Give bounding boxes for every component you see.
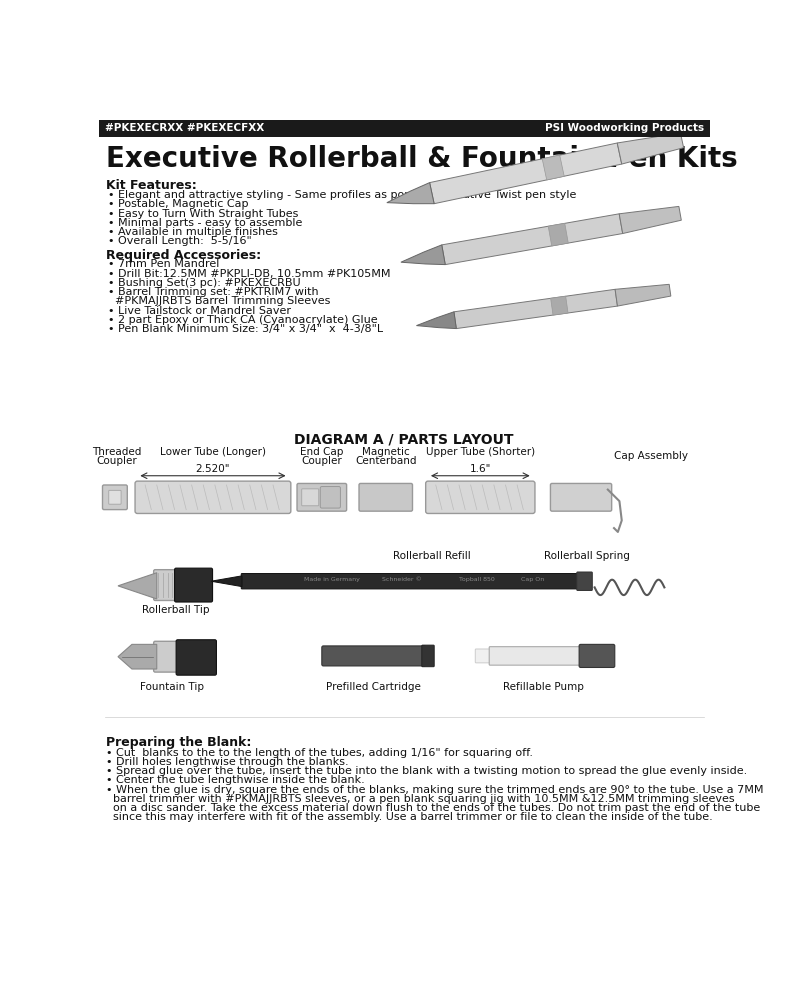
Text: • 2 part Epoxy or Thick CA (Cyanoacrylate) Glue: • 2 part Epoxy or Thick CA (Cyanoacrylat… [108,315,378,325]
Text: Prefilled Cartridge: Prefilled Cartridge [327,682,421,692]
Text: Made in Germany: Made in Germany [304,577,360,582]
Text: • Bushing Set(3 pc): #PKEXECRBU: • Bushing Set(3 pc): #PKEXECRBU [108,278,301,288]
Text: since this may interfere with fit of the assembly. Use a barrel trimmer or file : since this may interfere with fit of the… [107,812,713,822]
Text: • Easy to Turn With Straight Tubes: • Easy to Turn With Straight Tubes [108,209,298,219]
Polygon shape [617,133,683,164]
FancyBboxPatch shape [103,485,127,510]
Bar [99,120,710,137]
Text: Rollerball Spring: Rollerball Spring [544,551,630,561]
Text: Schneider ©: Schneider © [382,577,421,582]
FancyBboxPatch shape [489,647,584,665]
Text: #PKEXECRXX #PKEXECFXX: #PKEXECRXX #PKEXECFXX [105,123,264,133]
FancyBboxPatch shape [135,481,291,513]
Text: Upper Tube (Shorter): Upper Tube (Shorter) [426,447,535,457]
FancyBboxPatch shape [109,490,121,504]
Text: • When the glue is dry, square the ends of the blanks, making sure the trimmed e: • When the glue is dry, square the ends … [107,785,764,795]
Text: Kit Features:: Kit Features: [107,179,197,192]
Text: • Drill Bit:12.5MM #PKPLI-DB, 10.5mm #PK105MM: • Drill Bit:12.5MM #PKPLI-DB, 10.5mm #PK… [108,269,391,279]
Text: • Cut  blanks to the to the length of the tubes, adding 1/16" for squaring off.: • Cut blanks to the to the length of the… [107,748,533,758]
Polygon shape [417,312,456,329]
Text: • Available in multiple finishes: • Available in multiple finishes [108,227,278,237]
FancyBboxPatch shape [241,574,580,589]
Text: Coupler: Coupler [97,456,137,466]
Text: Cap On: Cap On [521,577,544,582]
Text: Lower Tube (Longer): Lower Tube (Longer) [160,447,266,457]
Text: Topball 850: Topball 850 [459,577,495,582]
FancyBboxPatch shape [154,570,196,600]
Polygon shape [118,573,157,599]
FancyBboxPatch shape [320,487,340,508]
FancyBboxPatch shape [422,645,434,667]
Polygon shape [401,245,445,265]
Text: barrel trimmer with #PKMAJJRBTS sleeves, or a pen blank squaring jig with 10.5MM: barrel trimmer with #PKMAJJRBTS sleeves,… [107,794,735,804]
Text: Threaded: Threaded [92,447,142,457]
Text: Refillable Pump: Refillable Pump [503,682,585,692]
Text: • Overall Length:  5-5/16": • Overall Length: 5-5/16" [108,236,252,246]
Text: • Drill holes lengthwise through the blanks.: • Drill holes lengthwise through the bla… [107,757,349,767]
Text: • Spread glue over the tube, insert the tube into the blank with a twisting moti: • Spread glue over the tube, insert the … [107,766,748,776]
Text: Cap Assembly: Cap Assembly [614,451,688,461]
Polygon shape [548,223,568,246]
Polygon shape [211,576,242,587]
Text: 2.520": 2.520" [196,464,230,474]
Text: Rollerball Refill: Rollerball Refill [393,551,471,561]
Text: on a disc sander. Take the excess material down flush to the ends of the tubes. : on a disc sander. Take the excess materi… [107,803,761,813]
Text: Executive Rollerball & Fountain Pen Kits: Executive Rollerball & Fountain Pen Kits [107,145,739,173]
Text: Fountain Tip: Fountain Tip [140,682,204,692]
FancyBboxPatch shape [154,641,197,672]
Text: • Center the tube lengthwise inside the blank.: • Center the tube lengthwise inside the … [107,775,365,785]
FancyBboxPatch shape [359,483,413,511]
Polygon shape [118,644,157,669]
Text: PSI Woodworking Products: PSI Woodworking Products [544,123,704,133]
Polygon shape [387,183,434,204]
Text: DIAGRAM A / PARTS LAYOUT: DIAGRAM A / PARTS LAYOUT [294,433,514,447]
Text: • Postable, Magnetic Cap: • Postable, Magnetic Cap [108,199,249,209]
Polygon shape [442,214,623,265]
Text: Preparing the Blank:: Preparing the Blank: [107,736,252,749]
FancyBboxPatch shape [176,640,216,675]
Polygon shape [615,284,671,306]
Text: • Barrel Trimming set: #PKTRIM7 with: • Barrel Trimming set: #PKTRIM7 with [108,287,319,297]
FancyBboxPatch shape [579,644,615,667]
Text: Rollerball Tip: Rollerball Tip [142,605,210,615]
Text: Magnetic: Magnetic [362,447,409,457]
FancyBboxPatch shape [174,568,212,602]
Polygon shape [454,289,618,329]
Text: Centerband: Centerband [355,456,417,466]
FancyBboxPatch shape [577,572,593,590]
Text: • Elegant and attractive styling - Same profiles as popular Executive Twist pen : • Elegant and attractive styling - Same … [108,190,576,200]
Text: Coupler: Coupler [301,456,342,466]
Text: Required Accessories:: Required Accessories: [107,249,261,262]
Text: • Minimal parts - easy to assemble: • Minimal parts - easy to assemble [108,218,302,228]
Polygon shape [542,155,564,180]
Polygon shape [551,296,568,315]
Text: #PKMAJJRBTS Barrel Trimming Sleeves: #PKMAJJRBTS Barrel Trimming Sleeves [108,296,331,306]
Text: End Cap: End Cap [300,447,343,457]
FancyBboxPatch shape [322,646,426,666]
FancyBboxPatch shape [475,649,492,663]
FancyBboxPatch shape [301,489,319,506]
Text: • 7mm Pen Mandrel: • 7mm Pen Mandrel [108,259,219,269]
Polygon shape [430,143,622,204]
Polygon shape [619,206,682,234]
FancyBboxPatch shape [551,483,611,511]
FancyBboxPatch shape [297,483,346,511]
Text: • Live Tailstock or Mandrel Saver: • Live Tailstock or Mandrel Saver [108,306,291,316]
Text: • Pen Blank Minimum Size: 3/4" x 3/4"  x  4-3/8"L: • Pen Blank Minimum Size: 3/4" x 3/4" x … [108,324,383,334]
FancyBboxPatch shape [426,481,535,513]
Text: 1.6": 1.6" [469,464,491,474]
